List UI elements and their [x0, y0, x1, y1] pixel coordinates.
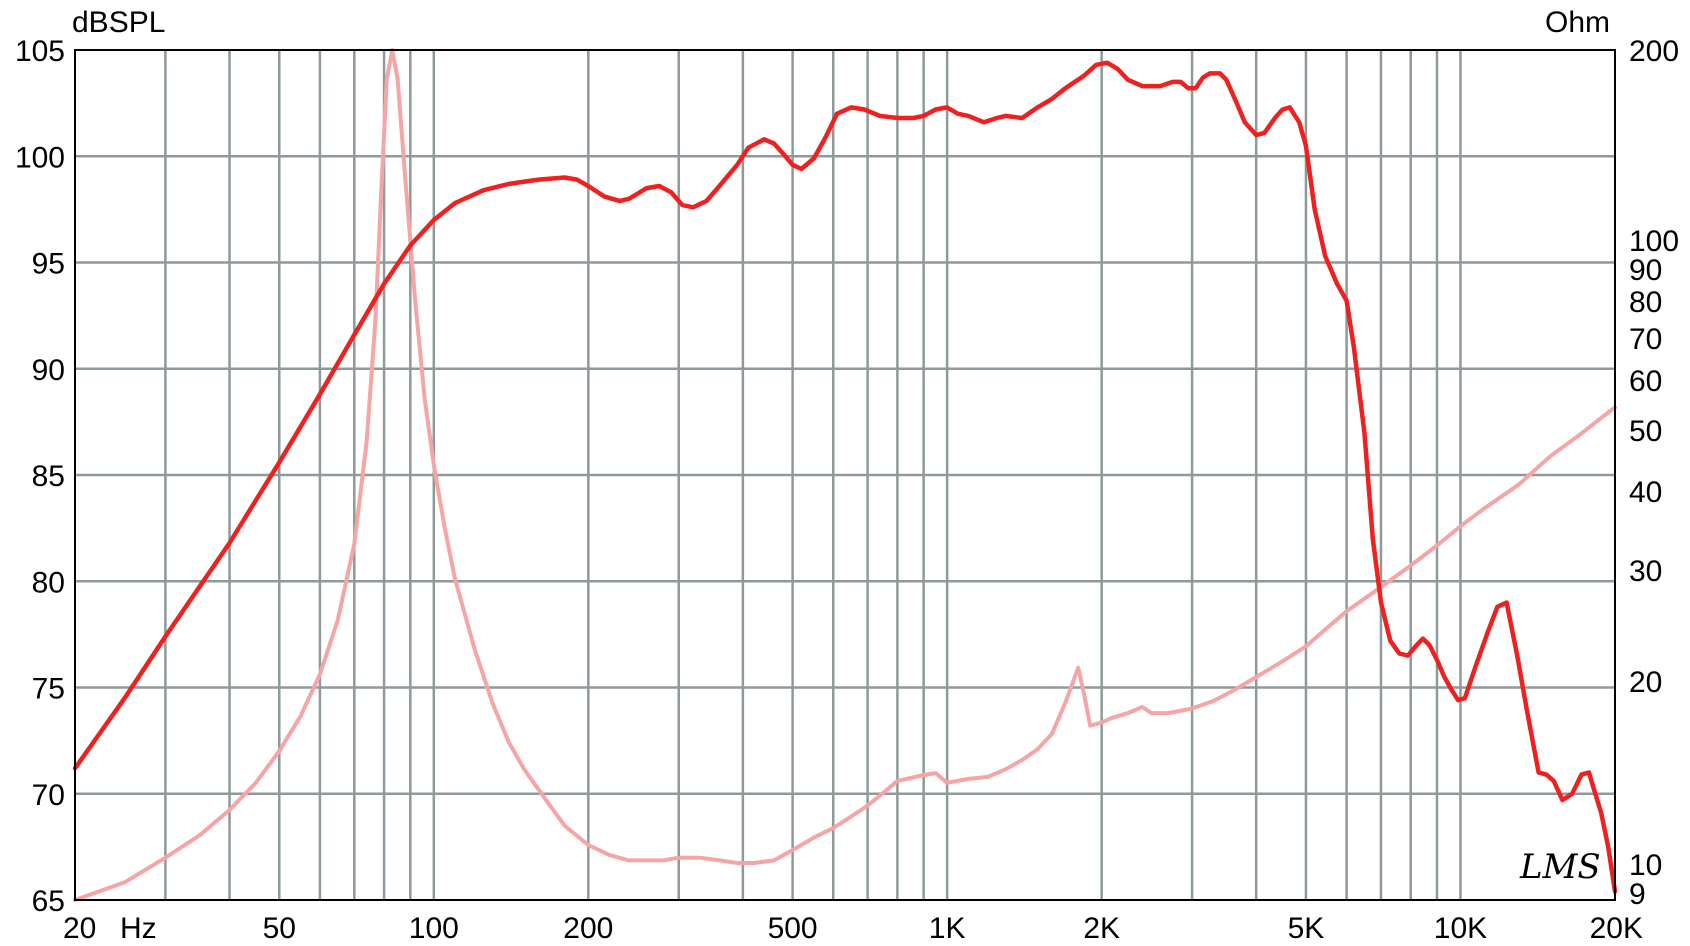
- x-axis-unit: Hz: [120, 912, 157, 945]
- lms-logo: LMS: [1519, 847, 1601, 887]
- y-right-tick-label: 200: [1629, 35, 1679, 68]
- y-right-tick-label: 80: [1629, 286, 1662, 319]
- left-axis-unit: dBSPL: [72, 6, 165, 39]
- y-left-tick-label: 80: [32, 566, 65, 599]
- right-axis-unit: Ohm: [1545, 6, 1610, 39]
- y-left-tick-label: 85: [32, 460, 65, 493]
- ticks-layer: 20 50 100 200 500 1K 2K 5K 10K 20K 65 70 75 80 85 90 95 1…: [15, 35, 1679, 945]
- x-tick-label: 100: [409, 912, 459, 945]
- x-tick-label: 200: [563, 912, 613, 945]
- y-left-tick-label: 90: [32, 354, 65, 387]
- y-left-tick-label: 95: [32, 248, 65, 281]
- y-right-tick-label: 20: [1629, 666, 1662, 699]
- y-right-tick-label: 100: [1629, 225, 1679, 258]
- y-right-tick-label: 50: [1629, 415, 1662, 448]
- y-right-tick-label: 60: [1629, 365, 1662, 398]
- x-tick-label: 10K: [1434, 912, 1487, 945]
- y-left-tick-label: 105: [15, 35, 65, 68]
- y-left-tick-label: 100: [15, 141, 65, 174]
- x-tick-label: 20K: [1590, 912, 1643, 945]
- y-left-tick-label: 70: [32, 779, 65, 812]
- x-tick-label: 50: [263, 912, 296, 945]
- plot-frame: [74, 49, 1616, 901]
- x-tick-label: 20: [63, 912, 96, 945]
- y-left-tick-label: 65: [32, 885, 65, 918]
- x-tick-label: 5K: [1288, 912, 1325, 945]
- y-right-tick-label: 90: [1629, 254, 1662, 287]
- x-tick-label: 1K: [929, 912, 966, 945]
- series-layer: [72, 48, 1618, 902]
- spl-curve: [72, 60, 1618, 894]
- y-right-tick-label: 70: [1629, 323, 1662, 356]
- x-tick-label: 500: [768, 912, 818, 945]
- grid: [75, 50, 1615, 900]
- x-tick-label: 2K: [1083, 912, 1120, 945]
- y-right-tick-label: 10: [1629, 849, 1662, 882]
- y-right-tick-label: 40: [1629, 476, 1662, 509]
- y-right-tick-label: 9: [1629, 878, 1646, 911]
- impedance-curve: [73, 48, 1617, 902]
- y-right-tick-label: 30: [1629, 555, 1662, 588]
- y-left-tick-label: 75: [32, 673, 65, 706]
